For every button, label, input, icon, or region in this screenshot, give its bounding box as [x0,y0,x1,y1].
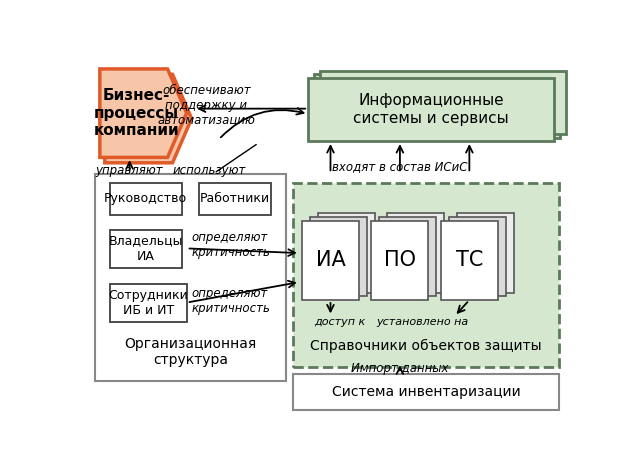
Text: доступ к: доступ к [314,317,365,327]
Text: Руководство: Руководство [104,192,188,205]
Text: установлено на: установлено на [376,317,468,327]
FancyBboxPatch shape [441,220,498,300]
FancyBboxPatch shape [371,220,428,300]
Text: Справочники объектов защиты: Справочники объектов защиты [310,339,542,353]
Text: ПО: ПО [384,250,416,270]
FancyBboxPatch shape [110,284,187,322]
Text: Владельцы
ИА: Владельцы ИА [108,234,183,263]
FancyBboxPatch shape [293,183,559,367]
Text: определяют
критичность: определяют критичность [191,231,271,259]
FancyBboxPatch shape [308,78,554,141]
Text: Работники: Работники [200,192,270,205]
FancyBboxPatch shape [95,174,286,381]
FancyBboxPatch shape [310,217,367,296]
FancyBboxPatch shape [199,183,271,215]
FancyBboxPatch shape [320,71,566,134]
Text: обеспечивают
поддержку и
автоматизацию: обеспечивают поддержку и автоматизацию [157,83,255,127]
Polygon shape [105,75,191,163]
FancyBboxPatch shape [387,213,444,293]
Text: Организационная
структура: Организационная структура [124,337,257,367]
FancyBboxPatch shape [318,213,375,293]
FancyBboxPatch shape [110,230,182,267]
Text: используют: используют [172,164,246,176]
Text: Импорт данных: Импорт данных [351,362,449,375]
Text: ТС: ТС [456,250,483,270]
FancyBboxPatch shape [302,220,359,300]
FancyBboxPatch shape [449,217,506,296]
Text: определяют
критичность: определяют критичность [191,287,271,315]
Text: Сотрудники
ИБ и ИТ: Сотрудники ИБ и ИТ [108,289,188,317]
FancyBboxPatch shape [314,75,559,137]
Text: Информационные
системы и сервисы: Информационные системы и сервисы [353,93,509,126]
FancyBboxPatch shape [110,183,182,215]
Text: Система инвентаризации: Система инвентаризации [332,385,520,399]
Polygon shape [100,69,187,158]
Text: входят в состав ИСиС: входят в состав ИСиС [332,160,468,173]
Text: ИА: ИА [316,250,346,270]
Text: управляют: управляют [96,164,163,176]
FancyBboxPatch shape [457,213,514,293]
FancyBboxPatch shape [380,217,436,296]
FancyBboxPatch shape [293,374,559,410]
Text: Бизнес-
процессы
компании: Бизнес- процессы компании [93,88,179,138]
